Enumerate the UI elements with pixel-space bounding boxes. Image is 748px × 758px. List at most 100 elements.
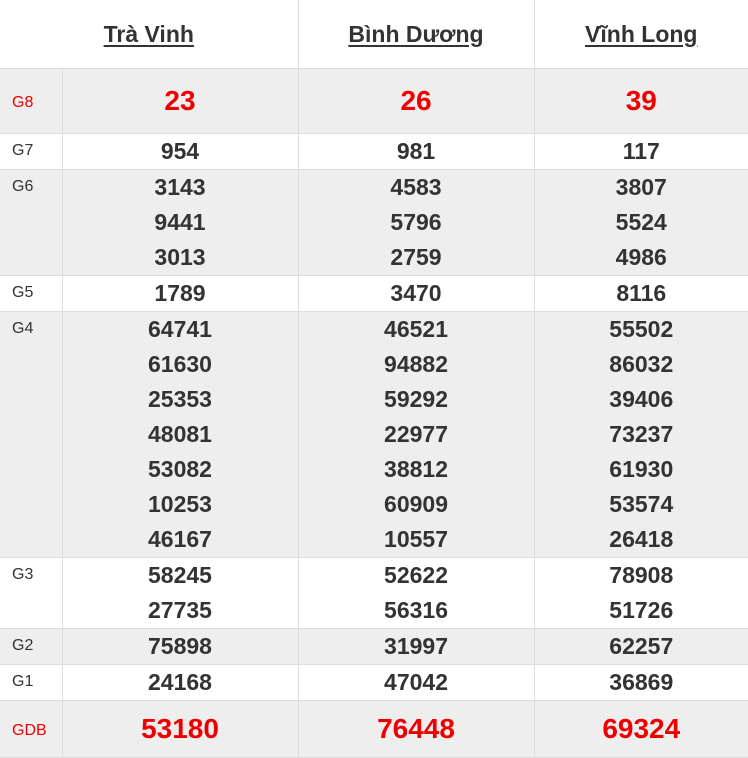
prize-number: 53180 bbox=[141, 713, 219, 744]
prize-number: 64741 bbox=[148, 316, 212, 342]
prize-label: G1 bbox=[0, 664, 63, 701]
prize-row-g7: G7 954 981 117 bbox=[0, 133, 748, 170]
prize-number: 76448 bbox=[377, 713, 455, 744]
prize-number: 9441 bbox=[154, 209, 206, 235]
prize-number: 26 bbox=[400, 85, 432, 116]
prize-label: G7 bbox=[0, 133, 63, 170]
prize-number: 51726 bbox=[609, 597, 674, 623]
prize-row-g3: G3 58245 27735 52622 56316 78908 51726 bbox=[0, 557, 748, 629]
prize-number: 59292 bbox=[384, 386, 448, 412]
prize-number: 48081 bbox=[148, 421, 212, 447]
province-link-1[interactable]: Trà Vinh bbox=[103, 20, 194, 47]
prize-number: 46167 bbox=[148, 526, 212, 552]
prize-cell: 8116 bbox=[533, 275, 748, 312]
province-header-2: Bình Dương bbox=[297, 0, 535, 69]
prize-number: 981 bbox=[396, 138, 436, 164]
prize-number: 39406 bbox=[609, 386, 674, 412]
prize-number: 94882 bbox=[384, 351, 448, 377]
prize-cell: 1789 bbox=[61, 275, 299, 312]
prize-number: 75898 bbox=[148, 633, 212, 659]
prize-number: 61630 bbox=[148, 351, 212, 377]
prize-cell: 23 bbox=[61, 68, 299, 134]
prize-number: 62257 bbox=[609, 633, 674, 659]
prize-row-g6: G6 3143 9441 3013 4583 5796 2759 3807 5524 4986 bbox=[0, 169, 748, 276]
prize-row-g2: G2 75898 31997 62257 bbox=[0, 628, 748, 665]
prize-number: 86032 bbox=[609, 351, 674, 377]
prize-number: 10253 bbox=[148, 491, 212, 517]
prize-number: 25353 bbox=[148, 386, 212, 412]
prize-row-g4: G4 64741 61630 25353 48081 53082 10253 46167 465… bbox=[0, 311, 748, 558]
prize-cell: 62257 bbox=[533, 628, 748, 665]
prize-label: G5 bbox=[0, 275, 63, 312]
prize-row-g8: G8 23 26 39 bbox=[0, 68, 748, 134]
prize-label: G6 bbox=[0, 169, 63, 276]
prize-cell: 981 bbox=[297, 133, 535, 170]
prize-cell: 55502 86032 39406 73237 61930 53574 26418 bbox=[533, 311, 748, 558]
province-header-1: Trà Vinh bbox=[0, 0, 299, 69]
prize-number: 3143 bbox=[154, 174, 206, 200]
prize-cell: 47042 bbox=[297, 664, 535, 701]
prize-cell: 24168 bbox=[61, 664, 299, 701]
prize-number: 117 bbox=[622, 138, 660, 164]
prize-number: 4583 bbox=[390, 174, 442, 200]
prize-number: 39 bbox=[625, 85, 657, 116]
prize-number: 22977 bbox=[384, 421, 448, 447]
prize-number: 47042 bbox=[384, 669, 448, 695]
prize-number: 58245 bbox=[148, 562, 212, 588]
prize-cell: 3143 9441 3013 bbox=[61, 169, 299, 276]
prize-cell: 954 bbox=[61, 133, 299, 170]
prize-number: 61930 bbox=[609, 456, 674, 482]
prize-number: 4986 bbox=[615, 244, 667, 270]
prize-number: 2759 bbox=[390, 244, 442, 270]
prize-cell: 36869 bbox=[533, 664, 748, 701]
prize-number: 52622 bbox=[384, 562, 448, 588]
prize-number: 5524 bbox=[615, 209, 667, 235]
province-header-3: Vĩnh Long bbox=[533, 0, 748, 69]
prize-number: 38812 bbox=[384, 456, 448, 482]
prize-number: 954 bbox=[160, 138, 200, 164]
prize-label: G4 bbox=[0, 311, 63, 558]
prize-number: 60909 bbox=[384, 491, 448, 517]
prize-number: 10557 bbox=[384, 526, 448, 552]
prize-label: G2 bbox=[0, 628, 63, 665]
header-row: Trà Vinh Bình Dương Vĩnh Long bbox=[0, 0, 748, 69]
prize-number: 73237 bbox=[609, 421, 674, 447]
prize-cell: 3807 5524 4986 bbox=[533, 169, 748, 276]
prize-number: 23 bbox=[164, 85, 196, 116]
prize-row-g1: G1 24168 47042 36869 bbox=[0, 664, 748, 701]
prize-number: 56316 bbox=[384, 597, 448, 623]
prize-number: 46521 bbox=[384, 316, 448, 342]
prize-number: 53082 bbox=[148, 456, 212, 482]
prize-label: G8 bbox=[0, 68, 63, 134]
prize-cell: 58245 27735 bbox=[61, 557, 299, 629]
prize-cell: 4583 5796 2759 bbox=[297, 169, 535, 276]
prize-number: 8116 bbox=[616, 280, 667, 306]
prize-cell: 26 bbox=[297, 68, 535, 134]
prize-number: 27735 bbox=[148, 597, 212, 623]
prize-cell: 75898 bbox=[61, 628, 299, 665]
prize-number: 31997 bbox=[384, 633, 448, 659]
prize-number: 55502 bbox=[609, 316, 674, 342]
prize-number: 3807 bbox=[615, 174, 667, 200]
prize-number: 5796 bbox=[390, 209, 442, 235]
prize-number: 26418 bbox=[609, 526, 674, 552]
prize-number: 36869 bbox=[609, 669, 674, 695]
prize-cell: 117 bbox=[533, 133, 748, 170]
prize-number: 78908 bbox=[609, 562, 674, 588]
prize-number: 53574 bbox=[609, 491, 674, 517]
prize-cell: 52622 56316 bbox=[297, 557, 535, 629]
prize-label: GDB bbox=[0, 700, 63, 758]
prize-cell: 64741 61630 25353 48081 53082 10253 46167 bbox=[61, 311, 299, 558]
prize-label: G3 bbox=[0, 557, 63, 629]
prize-number: 3470 bbox=[390, 280, 442, 306]
prize-cell: 39 bbox=[533, 68, 748, 134]
province-link-3[interactable]: Vĩnh Long bbox=[585, 20, 698, 47]
prize-number: 3013 bbox=[154, 244, 206, 270]
prize-cell: 76448 bbox=[297, 700, 535, 758]
prize-number: 1789 bbox=[154, 280, 206, 306]
province-link-2[interactable]: Bình Dương bbox=[348, 20, 484, 47]
prize-row-g5: G5 1789 3470 8116 bbox=[0, 275, 748, 312]
prize-cell: 78908 51726 bbox=[533, 557, 748, 629]
prize-number: 24168 bbox=[148, 669, 212, 695]
